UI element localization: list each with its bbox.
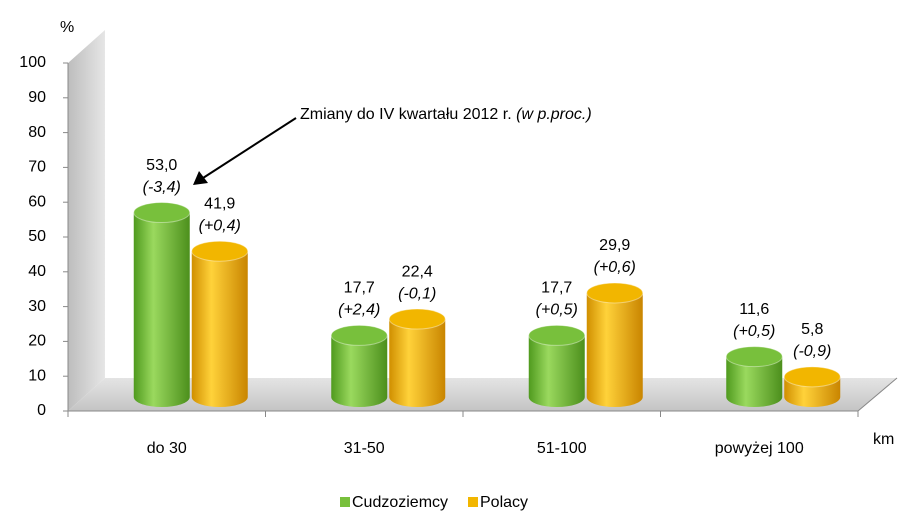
y-tick-label: 0 (37, 402, 46, 419)
value-label: 17,7 (344, 280, 375, 297)
legend-swatch (340, 497, 350, 507)
bar (528, 335, 585, 407)
change-label: (-0,9) (793, 343, 831, 360)
x-tick-label: do 30 (147, 440, 187, 457)
x-tick-label: powyżej 100 (715, 440, 804, 457)
y-tick-label: 70 (28, 159, 46, 176)
change-label: (+0,4) (199, 217, 241, 234)
bar (389, 319, 446, 407)
annotation-text: Zmiany do IV kwartału 2012 r. (300, 106, 512, 123)
y-tick-label: 60 (28, 193, 46, 210)
x-axis-label: km (873, 431, 894, 448)
bar-top (133, 202, 191, 224)
bar (726, 356, 783, 407)
bar (586, 292, 643, 407)
bar (191, 251, 248, 407)
value-label: 17,7 (541, 280, 572, 297)
legend-label: Cudzoziemcy (352, 494, 448, 511)
y-tick-label: 90 (28, 89, 46, 106)
x-tick-label: 31-50 (344, 440, 385, 457)
change-label: (+2,4) (338, 302, 380, 319)
annotation-arrow (202, 117, 297, 179)
y-tick-label: 10 (28, 367, 46, 384)
bar-top (388, 308, 446, 330)
y-tick-label: 20 (28, 333, 46, 350)
value-label: 53,0 (146, 157, 177, 174)
y-tick-label: 50 (28, 228, 46, 245)
change-label: (-3,4) (143, 179, 181, 196)
bar (133, 212, 190, 407)
legend-swatch (468, 497, 478, 507)
bar-top (528, 324, 586, 346)
change-label: (+0,5) (536, 302, 578, 319)
y-tick-label: 80 (28, 124, 46, 141)
value-label: 22,4 (402, 263, 433, 280)
y-tick-label: 100 (19, 54, 46, 71)
x-axis-depth (857, 377, 898, 412)
value-label: 5,8 (801, 321, 823, 338)
bar (331, 335, 388, 407)
change-label: (+0,5) (733, 323, 775, 340)
arrow-head (193, 171, 208, 185)
value-label: 41,9 (204, 195, 235, 212)
bar-top (725, 346, 783, 368)
bar-top (191, 240, 249, 262)
bar-top (586, 282, 644, 304)
back-wall (68, 30, 105, 411)
y-axis-label: % (60, 19, 74, 36)
x-tick-label: 51-100 (537, 440, 587, 457)
y-tick-label: 40 (28, 263, 46, 280)
change-label: (+0,6) (594, 259, 636, 276)
y-tick-label: 30 (28, 298, 46, 315)
bar-top (783, 366, 841, 388)
annotation-note: (w p.proc.) (516, 106, 592, 123)
annotation: Zmiany do IV kwartału 2012 r. (w p.proc.… (300, 106, 592, 123)
change-label: (-0,1) (398, 285, 436, 302)
legend-label: Polacy (480, 494, 528, 511)
bar-top (330, 324, 388, 346)
floor (68, 378, 897, 411)
value-label: 11,6 (739, 301, 769, 318)
value-label: 29,9 (599, 237, 630, 254)
